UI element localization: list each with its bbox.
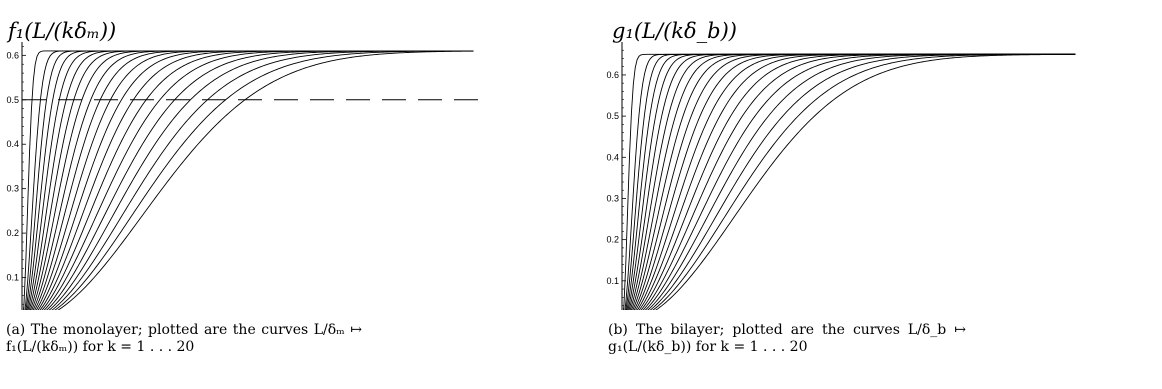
bilayer-curve-k6 [628, 53, 1076, 310]
bilayer-curve-k2 [624, 53, 1076, 310]
bilayer-curve-k7 [629, 53, 1076, 310]
bilayer-curve-k11 [635, 53, 1076, 310]
bilayer-curve-k1 [622, 53, 1076, 310]
bilayer-y-tick-label: 0.2 [606, 235, 619, 245]
caption-monolayer-line1: (a) The monolayer; plotted are the curve… [6, 322, 362, 338]
bilayer-curve-k13 [638, 53, 1076, 310]
monolayer-y-tick-label: 0.5 [6, 95, 19, 105]
monolayer-curve-k4 [26, 50, 474, 310]
bilayer-y-axis-title: g₁(L/(kδ_b)) [612, 19, 737, 43]
monolayer-y-tick-label: 0.6 [6, 50, 19, 60]
monolayer-y-tick-label: 0.2 [6, 228, 19, 238]
monolayer-curve-k6 [28, 50, 474, 310]
monolayer-y-tick-label: 0.3 [6, 184, 19, 194]
monolayer-curve-k15 [43, 50, 474, 310]
monolayer-curve-k18 [51, 50, 474, 310]
monolayer-curve-k20 [57, 50, 474, 310]
monolayer-curve-k19 [54, 50, 474, 310]
monolayer-y-axis-title: f₁(L/(kδₘ)) [6, 19, 116, 43]
monolayer-y-tick-label: 0.4 [6, 139, 19, 149]
bilayer-curve-k4 [626, 53, 1076, 310]
chart-monolayer: 2550751001251501750.10.20.30.40.50.6f₁(L… [6, 19, 478, 310]
monolayer-curve-k17 [48, 50, 474, 310]
bilayer-curve-k18 [649, 53, 1076, 310]
bilayer-curve-k16 [644, 53, 1076, 310]
bilayer-curve-k5 [627, 53, 1076, 310]
monolayer-curve-k5 [27, 50, 474, 310]
monolayer-curve-k12 [37, 50, 474, 310]
chart-bilayer: 2550751001251501750.10.20.30.40.50.6g₁(L… [606, 19, 1076, 310]
bilayer-curve-k19 [652, 53, 1076, 310]
bilayer-curve-k3 [625, 53, 1076, 310]
bilayer-curve-k12 [636, 53, 1076, 310]
bilayer-y-tick-label: 0.5 [606, 111, 619, 121]
monolayer-curve-k2 [24, 50, 474, 310]
monolayer-curve-k13 [39, 50, 474, 310]
bilayer-curve-k10 [633, 53, 1076, 310]
monolayer-curve-k14 [41, 50, 474, 310]
bilayer-y-tick-label: 0.6 [606, 70, 619, 80]
figure: 2550751001251501750.10.20.30.40.50.6f₁(L… [6, 19, 1076, 310]
bilayer-curve-k15 [642, 53, 1076, 310]
caption-bilayer-line2: g₁(L/(kδ_b)) for k = 1 . . . 20 [608, 339, 808, 355]
bilayer-curve-k9 [632, 53, 1076, 310]
caption-bilayer-line1: (b) The bilayer; plotted are the curves … [608, 322, 966, 338]
monolayer-y-tick-label: 0.1 [6, 273, 19, 283]
bilayer-curve-k20 [655, 53, 1076, 310]
caption-monolayer-line2: f₁(L/(kδₘ)) for k = 1 . . . 20 [6, 339, 195, 355]
bilayer-y-tick-label: 0.1 [606, 276, 619, 286]
caption-monolayer: (a) The monolayer; plotted are the curve… [6, 322, 362, 356]
bilayer-curve-k14 [640, 53, 1076, 310]
bilayer-curve-k17 [647, 53, 1076, 310]
caption-bilayer: (b) The bilayer; plotted are the curves … [608, 322, 966, 356]
monolayer-curve-k1 [22, 50, 474, 310]
monolayer-curve-k9 [32, 50, 474, 310]
bilayer-y-tick-label: 0.3 [606, 193, 619, 203]
monolayer-curve-k16 [46, 50, 474, 310]
bilayer-curve-k8 [630, 53, 1076, 310]
monolayer-curve-k11 [35, 50, 474, 310]
monolayer-curve-k7 [29, 50, 474, 310]
monolayer-curve-k8 [31, 50, 474, 310]
bilayer-y-tick-label: 0.4 [606, 152, 619, 162]
monolayer-curve-k10 [34, 50, 474, 310]
monolayer-curve-k3 [25, 50, 474, 310]
